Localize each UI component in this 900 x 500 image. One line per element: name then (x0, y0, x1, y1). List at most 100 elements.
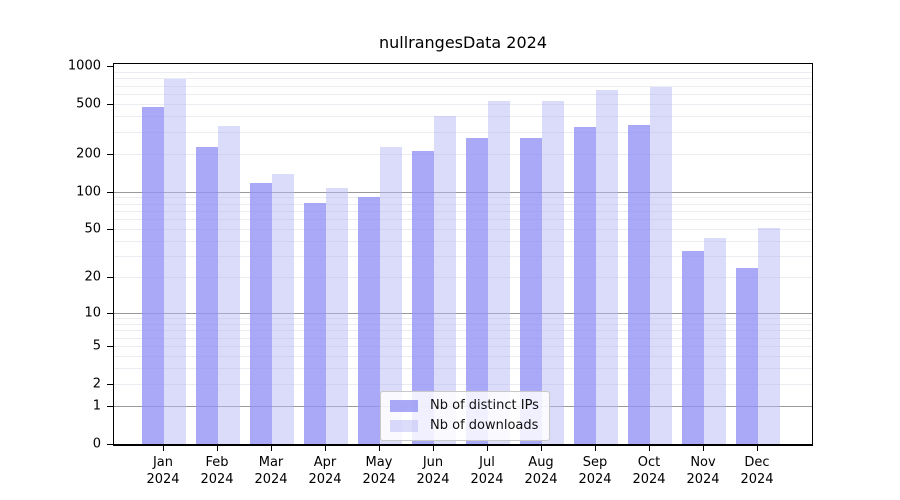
y-tick-50 (107, 228, 113, 230)
bar-distinct-ips-jul (466, 137, 488, 444)
x-tick-label-nov: Nov 2024 (686, 455, 720, 487)
bar-distinct-ips-sep (574, 127, 596, 444)
x-tick-oct (649, 445, 650, 451)
legend-label-downloads: Nb of downloads (430, 418, 539, 433)
gridline-minor (114, 346, 812, 347)
gridline-minor (114, 78, 812, 80)
y-tick-200 (107, 153, 113, 155)
y-tick-20 (107, 277, 113, 279)
x-tick-label-mar: Mar 2024 (254, 455, 288, 487)
y-tick-label-100: 100 (76, 184, 101, 199)
x-tick-label-feb: Feb 2024 (200, 455, 234, 487)
y-tick-label-10: 10 (84, 305, 101, 321)
bar-downloads-sep (596, 90, 618, 444)
bar-distinct-ips-jan (142, 106, 164, 444)
y-tick-2 (107, 383, 113, 385)
bar-distinct-ips-feb (196, 147, 218, 444)
bar-downloads-may (380, 146, 402, 444)
bar-distinct-ips-jun (412, 151, 434, 444)
y-tick-label-0: 0 (92, 436, 101, 452)
gridline-minor (114, 116, 812, 118)
bar-distinct-ips-dec (736, 267, 758, 444)
y-tick-label-50: 50 (84, 221, 101, 237)
bar-downloads-aug (542, 101, 564, 444)
x-tick-feb (217, 445, 218, 451)
y-tick-label-5: 5 (92, 338, 101, 354)
bar-distinct-ips-apr (304, 202, 326, 444)
y-axis: 0 1 2 5 10 20 50 100 200 500 1000 (0, 59, 113, 452)
bar-distinct-ips-may (358, 197, 380, 444)
bar-downloads-oct (650, 86, 672, 444)
x-tick-label-jan: Jan 2024 (146, 455, 180, 487)
gridline-minor (114, 240, 812, 242)
gridline-minor (114, 383, 812, 385)
y-tick-label-200: 200 (76, 146, 101, 162)
x-tick-nov (703, 445, 704, 451)
bar-distinct-ips-nov (682, 251, 704, 444)
x-tick-dec (757, 445, 758, 451)
y-tick-0 (107, 444, 113, 445)
bar-downloads-nov (704, 238, 726, 444)
y-tick-label-2: 2 (92, 376, 101, 392)
x-tick-label-jun: Jun 2024 (416, 455, 450, 487)
gridline-minor (114, 71, 812, 73)
x-axis: Jan 2024 Feb 2024 Mar 2024 Apr 2024 May 2024 Jun 20… (113, 445, 813, 500)
x-tick-jul (487, 445, 488, 451)
legend-swatch-downloads (390, 419, 418, 432)
x-tick-label-may: May 2024 (362, 455, 396, 487)
gridline-minor (114, 203, 812, 205)
x-tick-label-aug: Aug 2024 (524, 455, 558, 487)
x-tick-jun (433, 445, 434, 451)
bar-distinct-ips-oct (628, 124, 650, 444)
gridline-minor (114, 197, 812, 199)
x-tick-jan (163, 445, 164, 451)
y-tick-1 (107, 406, 113, 408)
x-tick-sep (595, 445, 596, 451)
bar-downloads-apr (326, 187, 348, 444)
bar-downloads-feb (218, 125, 240, 444)
x-tick-aug (541, 445, 542, 451)
gridline-minor (114, 330, 812, 332)
y-tick-label-500: 500 (76, 96, 101, 112)
gridline-minor (114, 153, 812, 155)
gridline-minor (114, 103, 812, 105)
x-tick-label-jul: Jul 2024 (470, 455, 504, 487)
y-tick-500 (107, 103, 113, 105)
y-tick-1000 (107, 66, 113, 67)
bar-downloads-jan (164, 78, 186, 444)
gridline-minor (114, 219, 812, 221)
y-tick-5 (107, 346, 113, 347)
x-tick-label-oct: Oct 2024 (632, 455, 666, 487)
x-tick-mar (271, 445, 272, 451)
x-tick-label-apr: Apr 2024 (308, 455, 342, 487)
gridline-minor (114, 210, 812, 212)
gridline-minor (114, 85, 812, 87)
plot-area: Nb of distinct IPs Nb of downloads (113, 63, 813, 446)
gridline-minor (114, 355, 812, 357)
bar-downloads-mar (272, 173, 294, 444)
y-tick-label-20: 20 (84, 269, 101, 285)
gridline-minor (114, 228, 812, 230)
gridline-minor (114, 93, 812, 95)
gridline-major-100 (114, 191, 812, 193)
gridline-minor (114, 256, 812, 258)
x-tick-may (379, 445, 380, 451)
legend-swatch-distinct-ips (390, 399, 418, 412)
y-tick-label-1000: 1000 (67, 58, 101, 74)
gridline-minor (114, 337, 812, 339)
gridline-minor (114, 318, 812, 319)
y-tick-100 (107, 191, 113, 193)
legend-row-distinct-ips: Nb of distinct IPs (390, 398, 539, 413)
legend-label-distinct-ips: Nb of distinct IPs (430, 398, 539, 413)
x-tick-label-dec: Dec 2024 (740, 455, 774, 487)
bar-downloads-jun (434, 116, 456, 444)
chart-title: nullrangesData 2024 (378, 33, 548, 52)
y-tick-10 (107, 312, 113, 314)
y-tick-label-1: 1 (92, 398, 101, 414)
bar-distinct-ips-aug (520, 138, 542, 444)
gridline-minor (114, 131, 812, 133)
x-tick-apr (325, 445, 326, 451)
bar-distinct-ips-mar (250, 182, 272, 444)
legend-row-downloads: Nb of downloads (390, 418, 539, 433)
